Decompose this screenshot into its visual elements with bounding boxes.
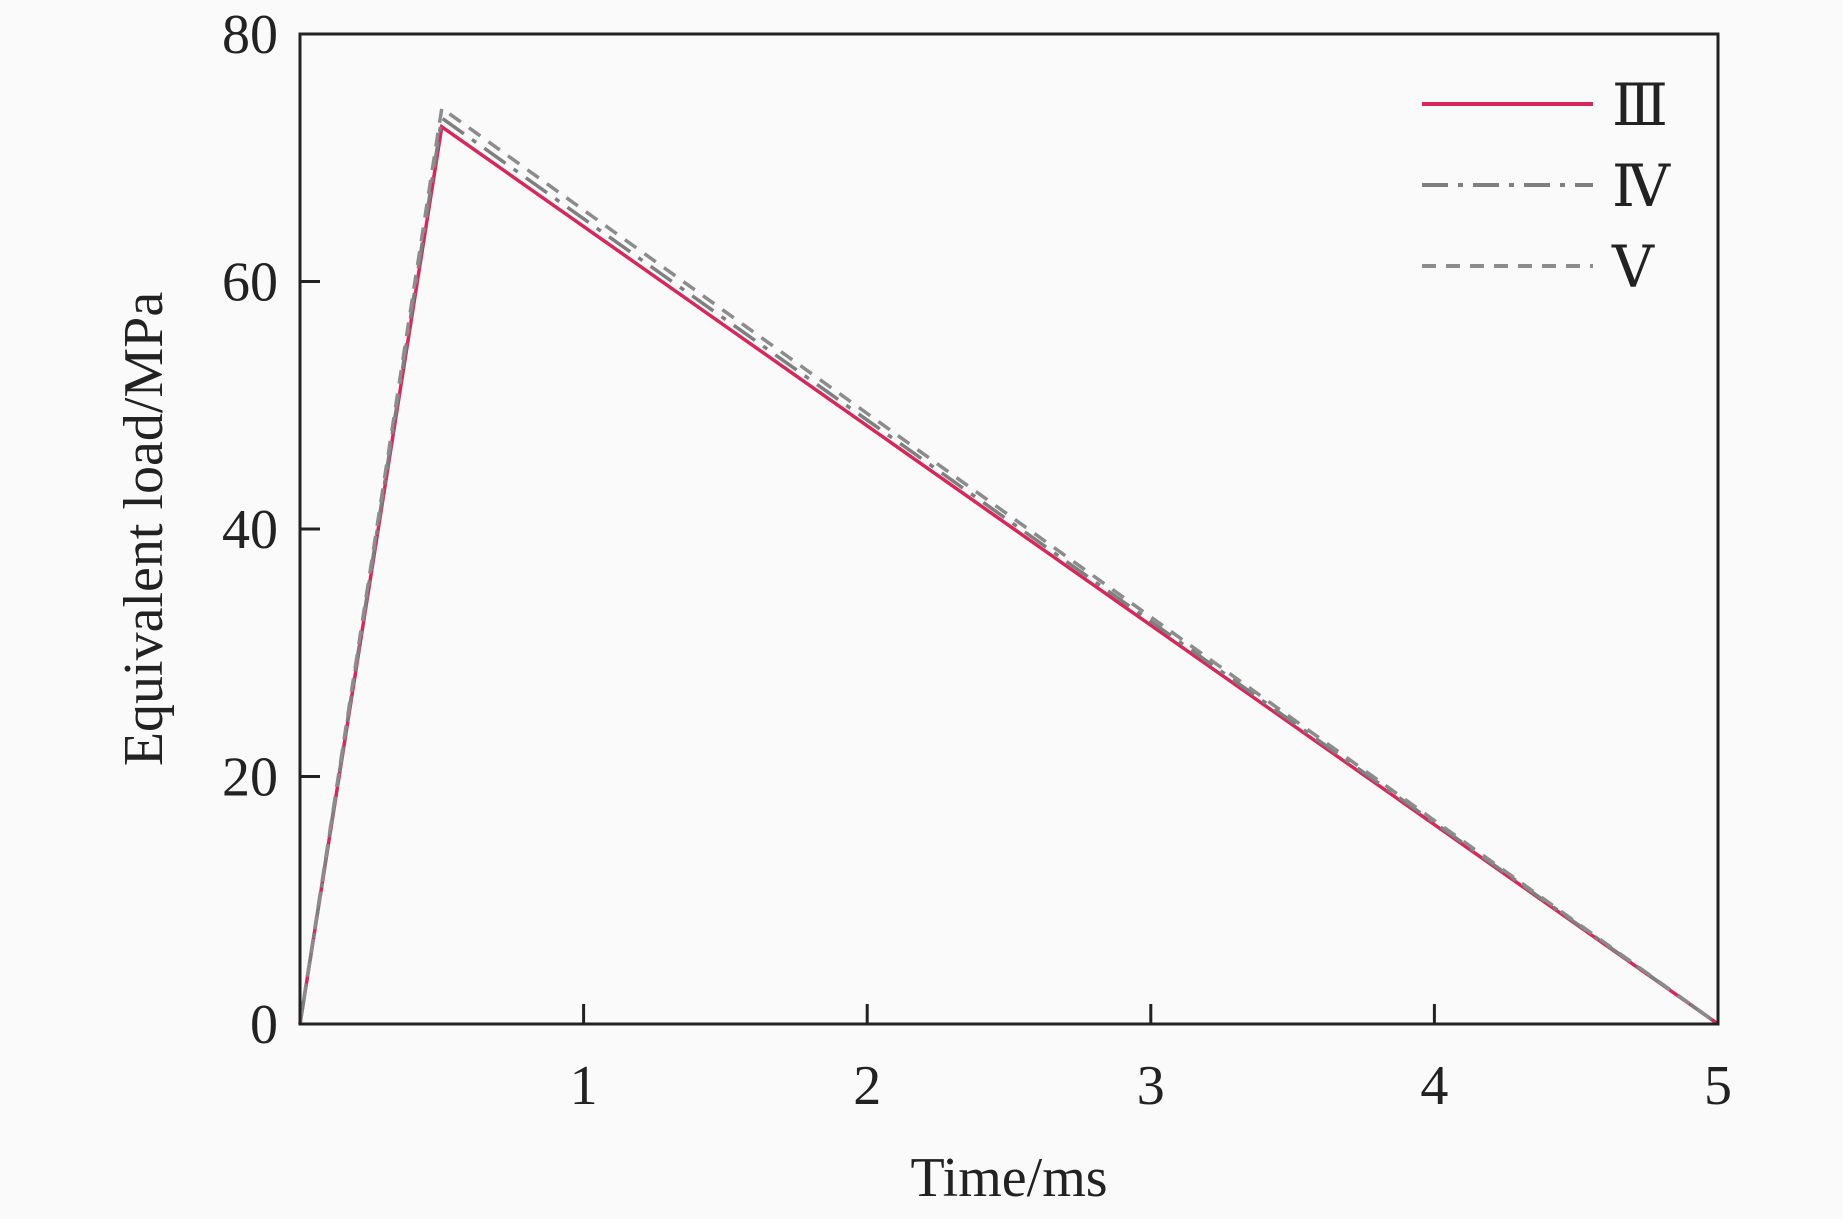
legend: Ⅲ Ⅳ Ⅴ <box>1422 73 1671 300</box>
y-axis-label: Equivalent load/MPa <box>113 292 175 767</box>
series-line-3 <box>298 105 1720 1026</box>
axis-ticks: 1 2 3 4 5 0 20 40 60 80 <box>222 4 1732 1117</box>
x-tick-label: 5 <box>1704 1055 1732 1117</box>
y-tick-label: 40 <box>222 499 278 561</box>
series-layer <box>298 105 1720 1026</box>
plot-frame <box>298 32 1720 1026</box>
legend-label-2: Ⅳ <box>1612 154 1671 219</box>
x-tick-label: 2 <box>853 1055 881 1117</box>
y-tick-label: 80 <box>222 4 278 66</box>
x-tick-label: 3 <box>1137 1055 1165 1117</box>
x-axis-label: Time/ms <box>910 1147 1107 1209</box>
legend-label-3: Ⅴ <box>1611 235 1655 300</box>
series-line-2 <box>298 115 1720 1026</box>
y-tick-label: 60 <box>222 252 278 314</box>
x-tick-label: 1 <box>570 1055 598 1117</box>
legend-label-1: Ⅲ <box>1612 73 1668 138</box>
series-line-1 <box>298 123 1720 1026</box>
y-tick-label: 20 <box>222 747 278 809</box>
x-tick-label: 4 <box>1420 1055 1448 1117</box>
y-tick-label: 0 <box>250 994 278 1056</box>
